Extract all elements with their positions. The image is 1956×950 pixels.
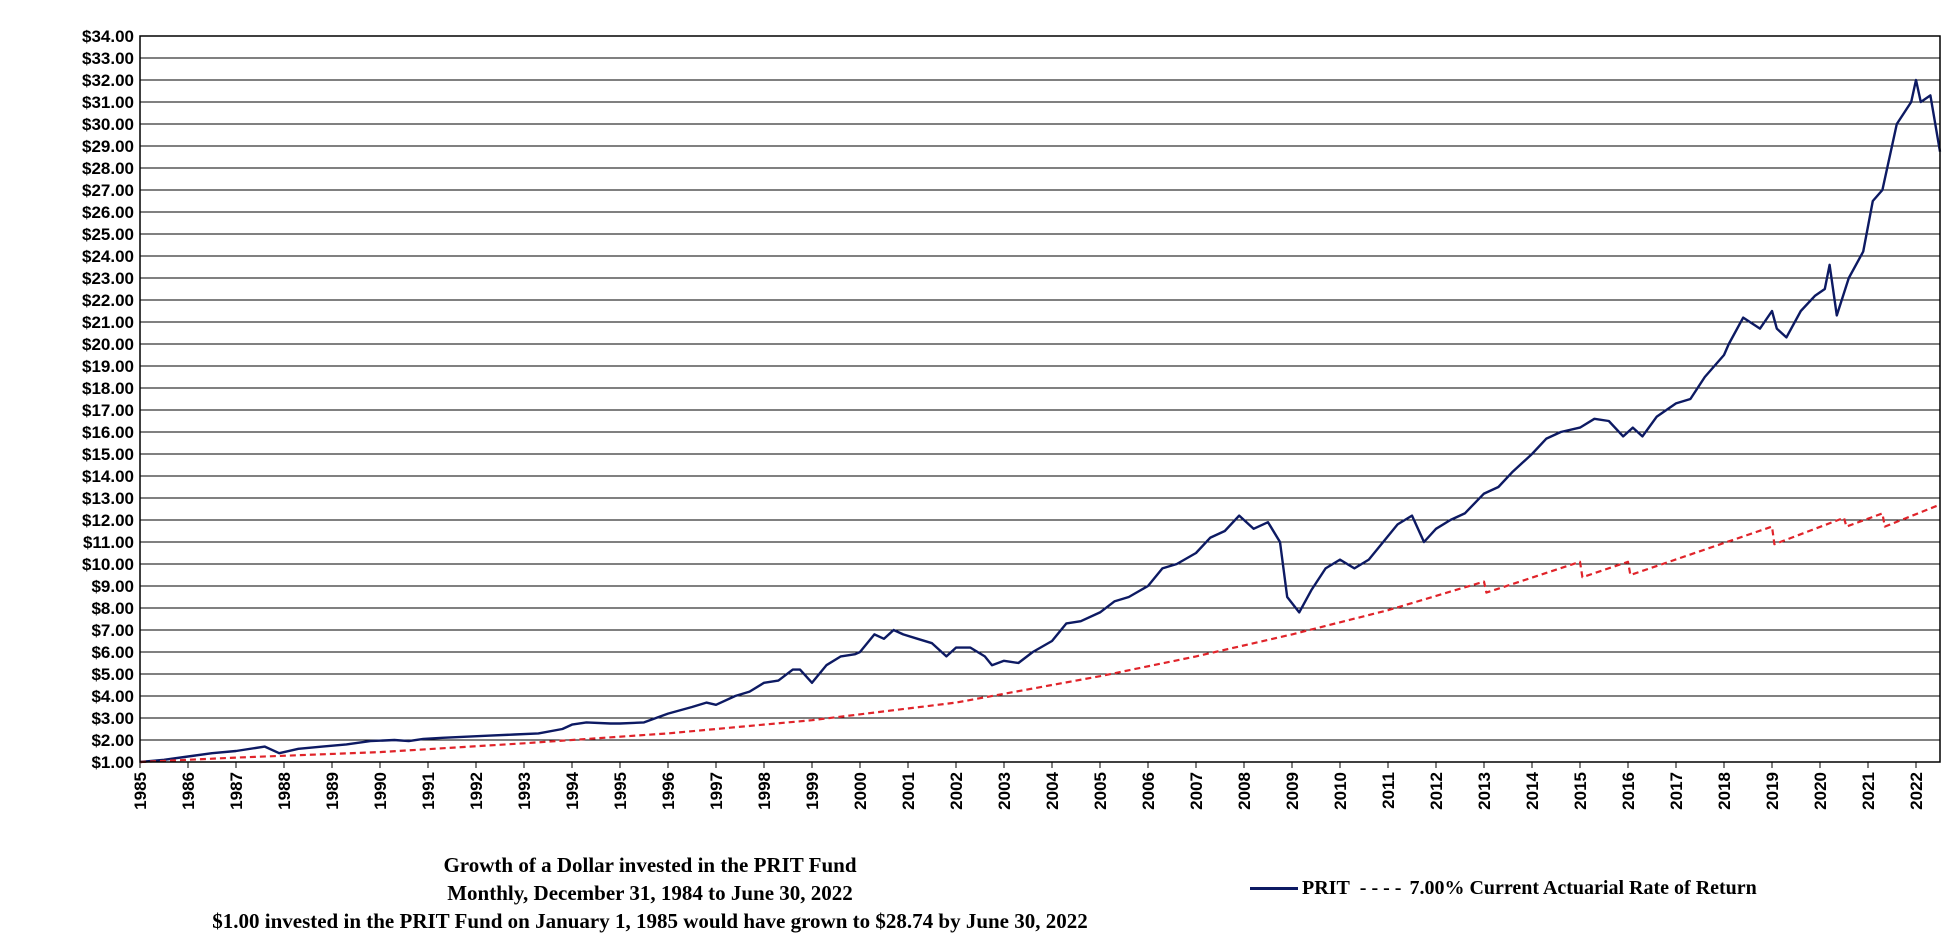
x-tick-label: 2019 [1763,772,1782,810]
x-tick-label: 1988 [275,772,294,810]
x-tick-label: 2009 [1283,772,1302,810]
x-tick-label: 1995 [611,772,630,810]
series-layer [139,78,1942,764]
legend-label-prit: PRIT [1302,876,1350,899]
y-tick-label: $28.00 [82,159,134,178]
x-tick-label: 2013 [1475,772,1494,810]
x-tick-label: 2001 [899,772,918,810]
x-tick-label: 2003 [995,772,1014,810]
x-tick-label: 1996 [659,772,678,810]
legend-label-actuarial: 7.00% Current Actuarial Rate of Return [1409,876,1757,899]
x-tick-label: 1990 [371,772,390,810]
y-tick-label: $13.00 [82,489,134,508]
x-tick-label: 2004 [1043,771,1062,809]
y-tick-label: $29.00 [82,137,134,156]
y-tick-label: $11.00 [83,533,134,552]
y-tick-label: $23.00 [82,269,134,288]
x-tick-label: 2005 [1091,772,1110,810]
x-tick-label: 1999 [803,772,822,810]
x-tick-label: 2018 [1715,772,1734,810]
x-tick-label: 1985 [131,772,150,810]
chart-subtitle: Monthly, December 31, 1984 to June 30, 2… [447,881,853,905]
x-tick-label: 2008 [1235,772,1254,810]
y-tick-label: $21.00 [82,313,134,332]
y-axis: $1.00 $2.00 $3.00 $4.00 $5.00 $6.00 $7.00 $8.00… [82,27,134,772]
y-tick-label: $17.00 [82,401,134,420]
y-tick-label: $26.00 [82,203,134,222]
y-tick-label: $1.00 [91,753,134,772]
chart-footnote: $1.00 invested in the PRIT Fund on Janua… [212,909,1088,933]
x-tick-label: 2000 [851,772,870,810]
x-tick-label: 2015 [1571,772,1590,810]
legend-dashes-actuarial: - - - - [1359,876,1402,899]
x-tick-label: 1993 [515,772,534,810]
x-tick-label: 1987 [227,772,246,810]
x-tick-label: 2014 [1523,771,1542,809]
x-tick-label: 2017 [1667,772,1686,810]
y-tick-label: $34.00 [82,27,134,46]
x-tick-label: 2016 [1619,772,1638,810]
x-axis: 1985 1986 1987 1988 1989 1990 1991 1992 1993 1994… [131,762,1926,810]
chart-legend: PRIT - - - - 7.00% Current Actuarial Rat… [1250,873,1757,903]
x-tick-label: 1998 [755,772,774,810]
y-tick-label: $32.00 [82,71,134,90]
y-tick-label: $27.00 [82,181,134,200]
y-tick-label: $24.00 [82,247,134,266]
y-tick-label: $3.00 [91,709,134,728]
y-tick-label: $20.00 [82,335,134,354]
y-tick-label: $31.00 [82,93,134,112]
y-tick-label: $5.00 [91,665,134,684]
y-tick-label: $12.00 [82,511,134,530]
x-tick-label: 1986 [179,772,198,810]
y-tick-label: $10.00 [82,555,134,574]
x-tick-label: 2020 [1811,772,1830,810]
y-tick-label: $25.00 [82,225,134,244]
chart-title: Growth of a Dollar invested in the PRIT … [443,853,857,877]
x-tick-label: 2006 [1139,772,1158,810]
y-tick-label: $14.00 [82,467,134,486]
plot-frame [139,35,1941,763]
x-tick-label: 1989 [323,772,342,810]
x-tick-label: 2002 [947,772,966,810]
y-tick-label: $15.00 [82,445,134,464]
y-tick-label: $16.00 [82,423,134,442]
gridlines [140,35,1940,763]
growth-chart: $1.00 $2.00 $3.00 $4.00 $5.00 $6.00 $7.00 $8.00… [82,27,1942,810]
x-tick-label: 1997 [707,772,726,810]
series-line-actuarial [139,503,1941,764]
legend-swatch-prit [1250,886,1298,890]
x-tick-label: 2011 [1379,772,1398,809]
y-tick-label: $2.00 [91,731,134,750]
y-tick-label: $7.00 [91,621,134,640]
x-tick-label: 2007 [1187,772,1206,810]
x-tick-label: 2010 [1331,772,1350,810]
y-tick-label: $30.00 [82,115,134,134]
x-tick-label: 2012 [1427,772,1446,810]
y-tick-label: $19.00 [82,357,134,376]
x-tick-label: 2021 [1859,772,1878,810]
x-tick-label: 1994 [563,771,582,809]
y-tick-label: $8.00 [91,599,134,618]
y-tick-label: $6.00 [91,643,134,662]
x-tick-label: 1991 [419,772,438,810]
y-tick-label: $33.00 [82,49,134,68]
y-tick-label: $18.00 [82,379,134,398]
y-tick-label: $4.00 [91,687,134,706]
y-tick-label: $9.00 [91,577,134,596]
series-line-prit [139,78,1942,764]
x-tick-label: 1992 [467,772,486,810]
y-tick-label: $22.00 [82,291,134,310]
x-tick-label: 2022 [1907,772,1926,810]
